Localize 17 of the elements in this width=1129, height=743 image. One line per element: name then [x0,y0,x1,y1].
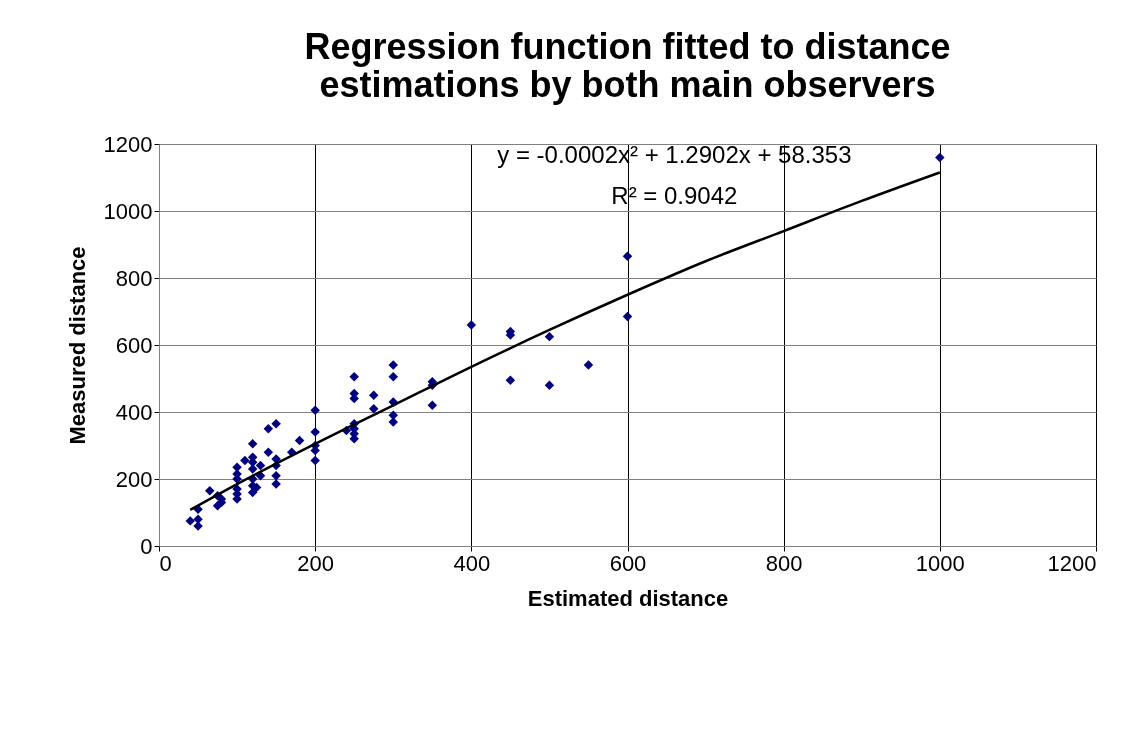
x-tick-label: 400 [453,550,491,576]
y-tick-label: 200 [115,466,153,492]
y-tick-label: 0 [140,533,153,559]
y-tick-label: 600 [115,332,153,358]
y-axis-title: Measured distance [64,246,90,445]
x-axis-title: Estimated distance [527,585,729,611]
x-tick-label: 1000 [915,550,965,576]
y-tick-label: 400 [115,399,153,425]
x-tick-label: 600 [609,550,647,576]
x-tick-label: 0 [159,550,172,576]
x-tick-label: 1200 [1047,550,1097,576]
y-tick-label: 800 [115,265,153,291]
y-tick-label: 1000 [103,198,153,224]
x-tick-label: 200 [297,550,335,576]
x-tick-label: 800 [765,550,803,576]
chart-title: Regression function fitted to distance estimations by both main observers [304,26,951,105]
y-tick-label: 1200 [103,131,153,157]
